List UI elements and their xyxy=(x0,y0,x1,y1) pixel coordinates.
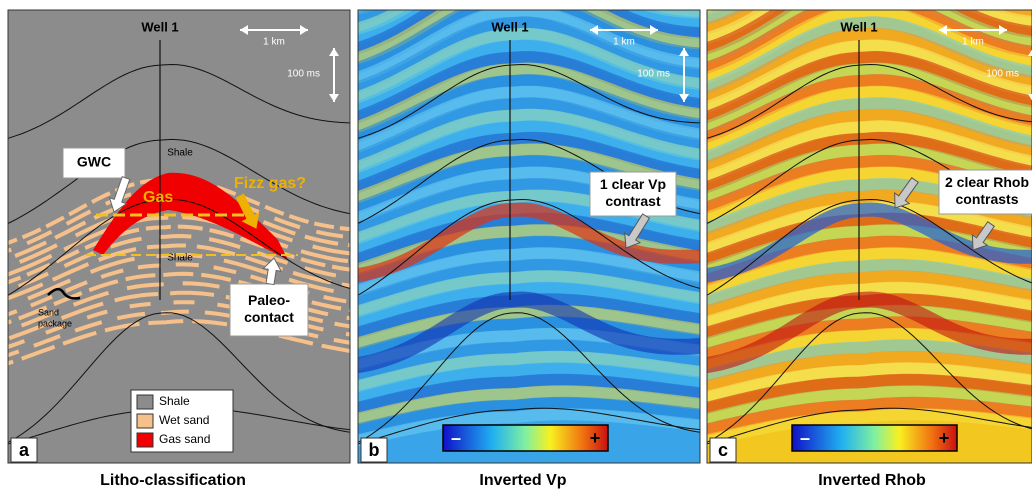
figure: Well 1 1 km 100 ms a Shale Shale Gas Fizz gas? G… xyxy=(0,0,1032,491)
colorbar xyxy=(443,425,608,451)
seismic-band xyxy=(697,0,1032,11)
panel-letter: c xyxy=(718,440,728,460)
scale-x-label: 1 km xyxy=(962,37,984,48)
seismic-band xyxy=(348,0,708,1)
scale-x-label: 1 km xyxy=(263,37,285,48)
callout-text: contact xyxy=(244,309,294,325)
panel-title: Inverted Rhob xyxy=(818,472,926,489)
gas-label: Gas xyxy=(143,189,173,206)
legend-label: Gas sand xyxy=(159,432,210,446)
panel: Well 1 1 km 100 ms b 1 clear Vpcontrast – + xyxy=(348,0,708,463)
panel-title: Inverted Vp xyxy=(479,472,566,489)
well-label: Well 1 xyxy=(141,19,178,34)
callout-text: contrast xyxy=(605,193,661,209)
panel: Well 1 1 km 100 ms a Shale Shale Gas Fizz gas? G… xyxy=(0,10,358,463)
well-label: Well 1 xyxy=(491,19,528,34)
colorbar-max: + xyxy=(939,428,950,448)
colorbar-min: – xyxy=(800,428,810,448)
panel-letter: a xyxy=(19,440,30,460)
panel-title: Litho-classification xyxy=(100,472,246,489)
legend-label: Wet sand xyxy=(159,413,209,427)
scale-t-label: 100 ms xyxy=(287,69,320,80)
sand-package-label: Sand xyxy=(38,307,59,317)
callout-text: 1 clear Vp xyxy=(600,176,666,192)
callout-text: GWC xyxy=(77,154,111,170)
colorbar-min: – xyxy=(451,428,461,448)
well-label: Well 1 xyxy=(840,19,877,34)
sand-package-label: package xyxy=(38,318,72,328)
seismic-band xyxy=(348,0,708,11)
legend-swatch xyxy=(137,414,153,428)
colorbar xyxy=(792,425,957,451)
fizz-label: Fizz gas? xyxy=(234,175,306,192)
callout-text: Paleo- xyxy=(248,292,290,308)
legend-swatch xyxy=(137,433,153,447)
legend-swatch xyxy=(137,395,153,409)
callout-text: 2 clear Rhob xyxy=(945,174,1029,190)
scale-x-label: 1 km xyxy=(613,37,635,48)
panel-letter: b xyxy=(369,440,380,460)
callout-text: contrasts xyxy=(955,191,1018,207)
scale-t-label: 100 ms xyxy=(986,69,1019,80)
colorbar-max: + xyxy=(590,428,601,448)
scale-t-label: 100 ms xyxy=(637,69,670,80)
lith-label: Shale xyxy=(167,148,193,159)
seismic-band xyxy=(697,0,1032,1)
legend-label: Shale xyxy=(159,394,190,408)
